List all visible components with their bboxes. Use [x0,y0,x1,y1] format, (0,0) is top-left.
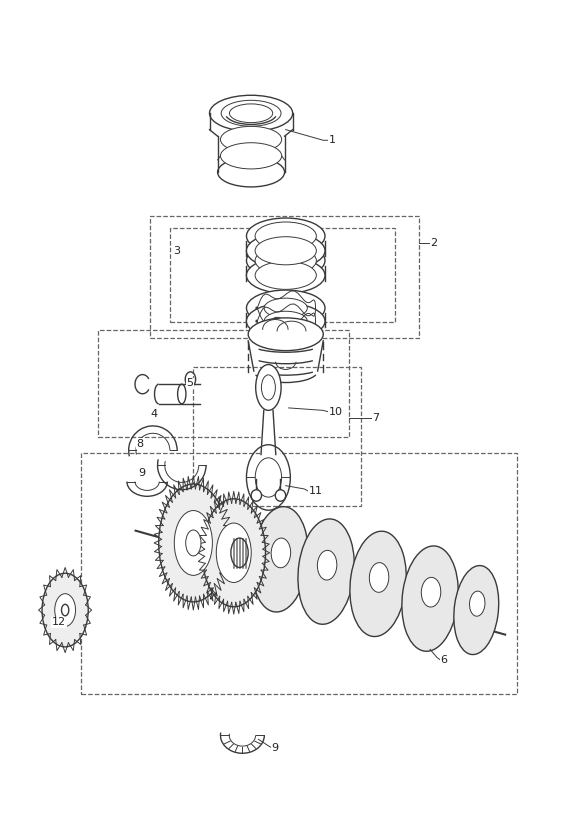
Ellipse shape [275,489,286,501]
Ellipse shape [247,218,325,254]
Text: 8: 8 [137,439,144,449]
Ellipse shape [252,507,308,612]
Ellipse shape [209,96,293,131]
Ellipse shape [217,157,285,187]
Ellipse shape [247,290,325,326]
Ellipse shape [255,246,317,274]
Ellipse shape [317,550,337,580]
Text: 2: 2 [430,238,437,248]
Ellipse shape [202,499,265,606]
Ellipse shape [159,484,228,602]
Ellipse shape [248,318,323,351]
Text: 5: 5 [187,378,194,388]
Ellipse shape [256,364,281,410]
Text: 12: 12 [52,617,66,627]
Ellipse shape [370,563,389,592]
Ellipse shape [220,143,282,169]
Ellipse shape [221,101,281,126]
Text: 7: 7 [373,413,380,423]
Ellipse shape [255,236,317,265]
Ellipse shape [261,375,275,400]
Ellipse shape [264,298,307,318]
Ellipse shape [55,594,76,626]
Text: 1: 1 [329,135,336,145]
Text: 9: 9 [271,742,279,752]
Text: 10: 10 [329,407,343,417]
Ellipse shape [271,538,291,568]
Ellipse shape [255,458,282,497]
Ellipse shape [422,578,441,607]
Ellipse shape [255,261,317,289]
Text: 11: 11 [309,486,323,496]
Ellipse shape [247,303,325,339]
Text: 3: 3 [173,246,180,255]
Ellipse shape [42,574,88,647]
Ellipse shape [174,511,212,575]
Ellipse shape [247,232,325,269]
Ellipse shape [178,384,186,404]
Ellipse shape [247,242,325,279]
Ellipse shape [186,530,201,556]
Ellipse shape [454,565,498,654]
Ellipse shape [264,311,307,331]
Ellipse shape [255,222,317,250]
Ellipse shape [247,257,325,293]
Ellipse shape [216,523,251,583]
Text: 6: 6 [441,655,448,665]
Ellipse shape [350,531,406,637]
Ellipse shape [469,591,485,616]
Ellipse shape [220,126,282,152]
Ellipse shape [251,489,262,501]
Polygon shape [259,410,279,455]
Ellipse shape [230,104,273,123]
Ellipse shape [231,538,248,568]
Text: 4: 4 [150,410,157,419]
Text: 9: 9 [139,468,146,479]
Ellipse shape [298,519,354,625]
Ellipse shape [61,604,69,616]
Ellipse shape [402,546,458,651]
